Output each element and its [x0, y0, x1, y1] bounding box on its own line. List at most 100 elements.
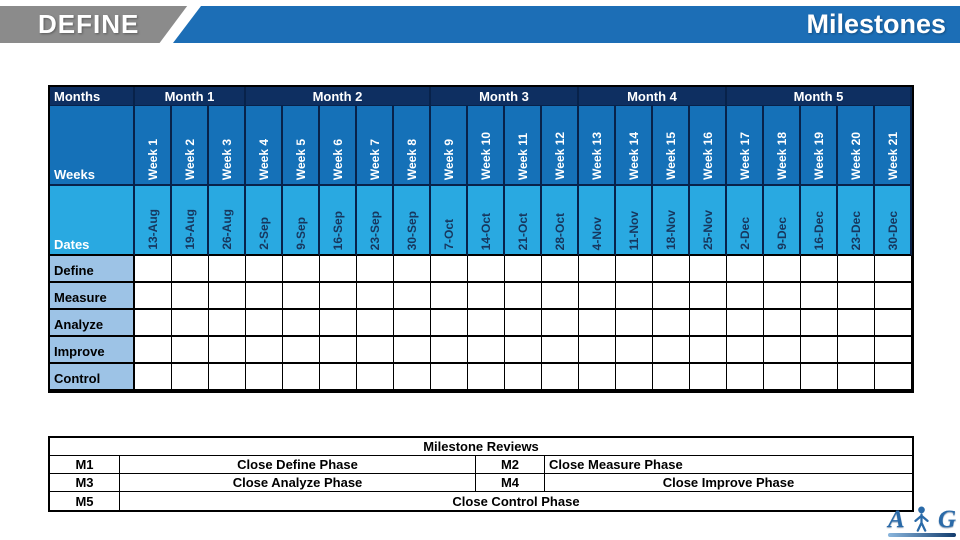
week-header: Week 5: [283, 106, 320, 186]
grid-cell: [653, 310, 690, 337]
date-header-text: 30-Sep: [404, 210, 419, 250]
grid-cell: [505, 256, 542, 283]
grid-cell: [172, 256, 209, 283]
months-row-label: Months: [50, 87, 135, 106]
grid-cell: [579, 256, 616, 283]
logo-letters: A G: [888, 506, 956, 532]
week-header-text: Week 7: [367, 138, 382, 180]
week-header-text: Week 14: [626, 132, 641, 180]
grid-cell: [320, 283, 357, 310]
week-header: Week 19: [801, 106, 838, 186]
week-header: Week 11: [505, 106, 542, 186]
grid-cell: [801, 337, 838, 364]
date-header-text: 7-Oct: [441, 219, 456, 250]
grid-cell: [542, 310, 579, 337]
grid-cell: [468, 256, 505, 283]
week-header-text: Week 4: [256, 138, 271, 180]
logo-underline: [888, 533, 956, 537]
week-header-text: Week 16: [700, 132, 715, 180]
phase-row-label: Improve: [50, 337, 135, 364]
week-header: Week 18: [764, 106, 801, 186]
grid-cell: [838, 256, 875, 283]
week-header-text: Week 1: [145, 138, 160, 180]
week-header: Week 14: [616, 106, 653, 186]
grid-cell: [394, 310, 431, 337]
date-header: 14-Oct: [468, 186, 505, 256]
grid-cell: [505, 364, 542, 391]
grid-cell: [690, 310, 727, 337]
milestone-cell: Close Analyze Phase: [120, 474, 476, 492]
grid-cell: [764, 364, 801, 391]
week-header: Week 13: [579, 106, 616, 186]
month-header: Month 3: [431, 87, 579, 106]
month-header: Month 5: [727, 87, 912, 106]
grid-cell: [653, 337, 690, 364]
grid-cell: [357, 364, 394, 391]
week-header: Week 16: [690, 106, 727, 186]
month-header: Month 4: [579, 87, 727, 106]
grid-cell: [616, 337, 653, 364]
milestone-cell: Close Improve Phase: [545, 474, 912, 492]
date-header-text: 19-Aug: [182, 209, 197, 250]
grid-cell: [764, 256, 801, 283]
grid-cell: [135, 310, 172, 337]
milestone-cell: M2: [476, 456, 545, 474]
month-header: Month 1: [135, 87, 246, 106]
grid-cell: [320, 256, 357, 283]
grid-cell: [616, 256, 653, 283]
week-header-text: Week 5: [293, 138, 308, 180]
grid-cell: [727, 310, 764, 337]
grid-cell: [246, 337, 283, 364]
grid-cell: [838, 364, 875, 391]
grid-cell: [172, 337, 209, 364]
grid-cell: [727, 364, 764, 391]
grid-cell: [727, 337, 764, 364]
grid-cell: [357, 337, 394, 364]
grid-cell: [246, 310, 283, 337]
grid-cell: [468, 337, 505, 364]
grid-cell: [172, 310, 209, 337]
grid-cell: [209, 364, 246, 391]
grid-cell: [172, 283, 209, 310]
date-header-text: 28-Oct: [552, 212, 567, 250]
grid-cell: [801, 283, 838, 310]
grid-cell: [135, 283, 172, 310]
week-header: Week 20: [838, 106, 875, 186]
grid-cell: [357, 283, 394, 310]
date-header: 23-Sep: [357, 186, 394, 256]
milestone-reviews-title: Milestone Reviews: [50, 438, 912, 456]
phase-row-label: Define: [50, 256, 135, 283]
week-header: Week 3: [209, 106, 246, 186]
week-header-text: Week 3: [219, 138, 234, 180]
milestone-cell: Close Define Phase: [120, 456, 476, 474]
grid-cell: [283, 364, 320, 391]
grid-cell: [542, 337, 579, 364]
date-header: 19-Aug: [172, 186, 209, 256]
date-header-text: 18-Nov: [663, 209, 678, 250]
date-header-text: 26-Aug: [219, 209, 234, 250]
timeline-table: Months Month 1 Month 2 Month 3 Month 4 Month …: [48, 85, 914, 393]
grid-cell: [875, 283, 912, 310]
week-header-text: Week 15: [663, 132, 678, 180]
phase-row-label: Control: [50, 364, 135, 391]
grid-cell: [283, 256, 320, 283]
grid-cell: [875, 364, 912, 391]
date-header-text: 13-Aug: [145, 209, 160, 250]
week-header: Week 15: [653, 106, 690, 186]
grid-cell: [616, 283, 653, 310]
date-header-text: 2-Sep: [256, 217, 271, 250]
grid-cell: [727, 256, 764, 283]
week-header: Week 1: [135, 106, 172, 186]
week-header-text: Week 9: [441, 138, 456, 180]
grid-cell: [468, 283, 505, 310]
week-header: Week 2: [172, 106, 209, 186]
date-header-text: 16-Dec: [811, 210, 826, 250]
week-header-text: Week 8: [404, 138, 419, 180]
grid-cell: [838, 310, 875, 337]
date-header: 9-Dec: [764, 186, 801, 256]
grid-cell: [246, 364, 283, 391]
grid-cell: [875, 256, 912, 283]
grid-cell: [431, 283, 468, 310]
week-header-text: Week 17: [737, 132, 752, 180]
month-header: Month 2: [246, 87, 431, 106]
